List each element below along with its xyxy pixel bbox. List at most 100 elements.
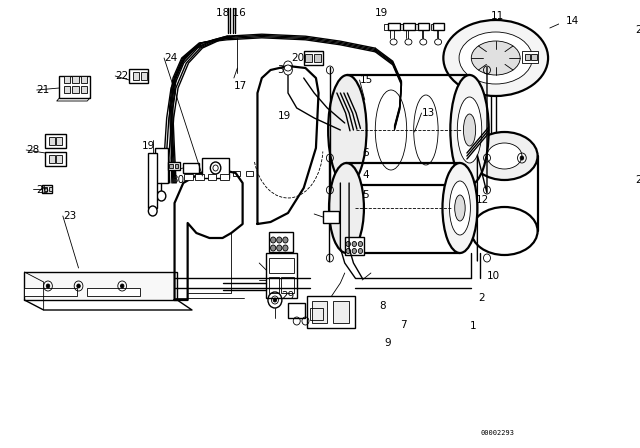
- Bar: [403, 23, 415, 30]
- Bar: [72, 76, 79, 83]
- Ellipse shape: [420, 39, 427, 45]
- Bar: [170, 164, 173, 168]
- Bar: [384, 24, 396, 30]
- Bar: [220, 174, 228, 180]
- Circle shape: [352, 241, 356, 246]
- Text: 19: 19: [375, 8, 388, 18]
- Bar: [522, 51, 538, 63]
- Bar: [307, 296, 355, 328]
- Circle shape: [352, 249, 356, 254]
- Bar: [304, 51, 323, 65]
- Circle shape: [358, 249, 363, 254]
- Text: 26: 26: [636, 175, 640, 185]
- Bar: [45, 134, 67, 148]
- Ellipse shape: [435, 39, 442, 45]
- Bar: [56, 137, 62, 145]
- Bar: [312, 301, 327, 323]
- Circle shape: [148, 206, 157, 216]
- Bar: [207, 171, 214, 176]
- Text: 18 16: 18 16: [216, 8, 246, 18]
- Circle shape: [273, 298, 276, 302]
- Text: 4: 4: [362, 170, 369, 180]
- Text: 28: 28: [26, 145, 40, 155]
- Bar: [418, 23, 429, 30]
- Circle shape: [276, 245, 282, 251]
- Text: 19: 19: [142, 141, 156, 151]
- Bar: [531, 54, 537, 60]
- Text: 14: 14: [566, 16, 579, 26]
- Bar: [305, 54, 312, 62]
- Bar: [269, 277, 279, 293]
- Ellipse shape: [471, 132, 538, 180]
- Text: 22: 22: [115, 71, 129, 81]
- Circle shape: [157, 191, 166, 201]
- Bar: [64, 86, 70, 93]
- Text: 25: 25: [36, 185, 50, 195]
- Bar: [49, 137, 55, 145]
- Bar: [269, 232, 293, 252]
- Text: 00002293: 00002293: [481, 430, 515, 436]
- Text: 1: 1: [470, 321, 476, 331]
- Text: 10: 10: [487, 271, 500, 281]
- Bar: [87, 288, 140, 296]
- Text: 29: 29: [281, 291, 294, 301]
- Bar: [345, 237, 364, 255]
- Bar: [175, 164, 178, 168]
- Text: 2: 2: [478, 293, 485, 303]
- Text: 11: 11: [490, 11, 504, 21]
- Bar: [44, 187, 47, 191]
- Ellipse shape: [390, 39, 397, 45]
- Circle shape: [284, 65, 292, 75]
- Ellipse shape: [451, 75, 489, 185]
- Bar: [49, 155, 55, 163]
- Bar: [431, 24, 444, 30]
- Bar: [45, 152, 67, 166]
- Text: 24: 24: [164, 53, 177, 63]
- Bar: [81, 76, 87, 83]
- Bar: [49, 187, 52, 191]
- Circle shape: [283, 237, 288, 243]
- Circle shape: [283, 245, 288, 251]
- Bar: [323, 211, 339, 223]
- Circle shape: [520, 156, 524, 160]
- Text: 7: 7: [400, 320, 406, 330]
- Bar: [42, 185, 52, 193]
- Text: 20: 20: [291, 53, 305, 63]
- Bar: [202, 158, 228, 178]
- Ellipse shape: [459, 32, 532, 84]
- Bar: [269, 258, 294, 273]
- Bar: [132, 72, 139, 80]
- Ellipse shape: [444, 20, 548, 96]
- Circle shape: [276, 237, 282, 243]
- Text: 23: 23: [63, 211, 76, 221]
- Ellipse shape: [449, 181, 470, 235]
- Bar: [168, 162, 180, 170]
- Text: 9: 9: [384, 338, 390, 348]
- Bar: [433, 23, 444, 30]
- Ellipse shape: [471, 207, 538, 255]
- Bar: [266, 253, 297, 298]
- Bar: [246, 171, 253, 176]
- Bar: [310, 308, 323, 320]
- Text: 13: 13: [422, 108, 435, 118]
- Bar: [281, 277, 294, 293]
- Ellipse shape: [442, 163, 477, 253]
- Circle shape: [346, 249, 351, 254]
- Circle shape: [346, 241, 351, 246]
- Ellipse shape: [487, 143, 522, 169]
- Ellipse shape: [463, 114, 476, 146]
- Bar: [81, 86, 87, 93]
- Circle shape: [77, 284, 80, 288]
- Text: 5: 5: [362, 190, 369, 200]
- Circle shape: [271, 245, 276, 251]
- Ellipse shape: [405, 39, 412, 45]
- Text: 17: 17: [234, 81, 247, 91]
- Text: 12: 12: [476, 195, 489, 205]
- Text: 3: 3: [278, 65, 284, 75]
- Bar: [333, 301, 349, 323]
- Bar: [56, 155, 62, 163]
- Circle shape: [120, 284, 124, 288]
- Text: 8: 8: [380, 301, 387, 311]
- Bar: [24, 288, 77, 296]
- Bar: [24, 272, 177, 300]
